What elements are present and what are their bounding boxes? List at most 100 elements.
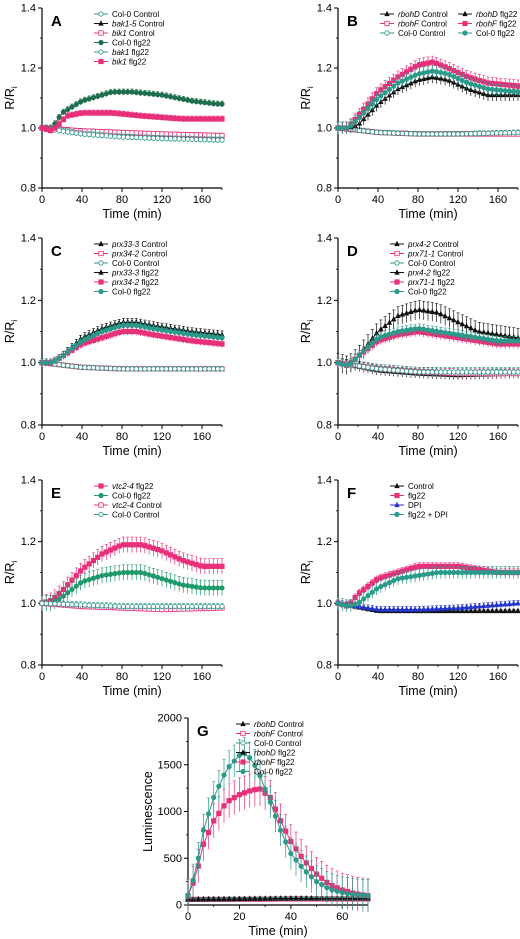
data-point (455, 131, 461, 137)
data-point (425, 369, 431, 375)
data-point (125, 111, 131, 118)
data-point (399, 606, 405, 612)
data-point (356, 590, 363, 596)
data-point (120, 89, 127, 95)
data-point (202, 585, 208, 591)
data-point (120, 134, 127, 140)
data-point (506, 369, 513, 375)
legend-marker (98, 20, 104, 26)
data-point (65, 601, 71, 607)
series-5 (39, 321, 225, 367)
data-point (125, 542, 131, 548)
data-point (86, 96, 92, 102)
data-point (433, 309, 440, 315)
data-point (459, 320, 465, 327)
data-point (129, 322, 135, 328)
data-point (82, 602, 88, 608)
data-point (219, 137, 225, 143)
data-point (421, 606, 427, 612)
data-point (43, 360, 49, 366)
data-point (103, 327, 109, 333)
data-point (511, 569, 517, 576)
data-point (382, 332, 388, 339)
legend-genotype: prx71-1 (407, 278, 435, 287)
data-point (43, 600, 49, 607)
data-point (197, 366, 204, 372)
legend-label: prx4-2 Control (407, 240, 459, 249)
data-point (378, 130, 384, 136)
data-point (515, 89, 520, 95)
data-point (215, 603, 221, 610)
data-point (412, 564, 418, 570)
data-point (489, 86, 495, 93)
data-point (65, 349, 71, 355)
data-point (142, 543, 148, 549)
data-point (155, 574, 161, 580)
data-point (481, 607, 487, 614)
legend-item: prx4-2 Control (390, 240, 459, 249)
data-point (197, 339, 204, 345)
data-point (399, 78, 405, 84)
data-point (60, 593, 67, 599)
data-point (399, 368, 405, 374)
data-point (146, 325, 152, 331)
data-point (412, 573, 418, 579)
legend-label: bak1 flg22 (112, 48, 149, 57)
data-point (459, 332, 465, 338)
data-point (386, 86, 393, 93)
data-point (167, 94, 174, 100)
data-point (395, 606, 401, 612)
data-point (455, 332, 461, 338)
data-point (446, 131, 453, 137)
y-tick-label: 1.4 (21, 233, 36, 245)
legend-item: Col-0 flg22 (94, 288, 151, 297)
data-point (361, 604, 367, 610)
legend-treatment: flg22 (134, 482, 154, 491)
legend-genotype: vtc2-4 (112, 482, 134, 491)
y-axis-label: R/Ri (299, 561, 315, 585)
data-point (107, 326, 114, 332)
x-tick-label: 40 (372, 431, 384, 443)
legend-label: rbohD flg22 (476, 10, 518, 19)
data-point (511, 600, 517, 606)
data-point (155, 332, 161, 339)
data-point (56, 355, 62, 361)
data-point (86, 576, 92, 583)
data-point (202, 603, 208, 610)
x-tick-label: 40 (76, 431, 88, 443)
data-point (472, 130, 478, 137)
data-point (429, 68, 435, 74)
x-tick-label: 160 (489, 194, 507, 206)
data-point (146, 603, 152, 610)
data-point (155, 603, 161, 610)
data-point (408, 74, 414, 80)
data-point (116, 134, 122, 140)
data-point (73, 101, 79, 108)
data-point (150, 366, 157, 372)
data-point (356, 599, 363, 605)
data-point (481, 602, 487, 609)
chart-panel-c: 0.8 1.0 1.2 1.4 0 40 80 120 160 Time (min) R/Ri C pr… (3, 233, 225, 458)
data-point (403, 327, 410, 333)
data-point (382, 573, 388, 580)
data-point (77, 364, 84, 370)
data-point (120, 328, 127, 335)
data-point (438, 569, 444, 576)
series-5 (39, 109, 225, 134)
legend-label: Col-0 flg22 (476, 29, 515, 38)
data-point (163, 366, 169, 372)
data-point (150, 91, 157, 97)
data-point (502, 369, 508, 375)
data-point (116, 366, 122, 372)
data-point (137, 569, 144, 576)
data-point (73, 602, 79, 608)
panel-letter: D (347, 243, 358, 260)
data-point (515, 607, 520, 614)
data-point (142, 90, 148, 96)
y-tick-label: 1.2 (21, 63, 36, 75)
data-point (493, 569, 500, 576)
legend-item: bik1 flg22 (94, 58, 147, 67)
data-point (90, 575, 97, 581)
y-tick-label: 0.8 (317, 660, 332, 672)
